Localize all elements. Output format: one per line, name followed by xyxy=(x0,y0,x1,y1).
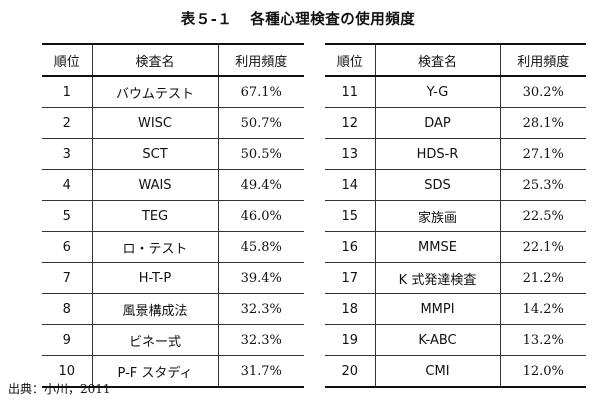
frequency-cell: 13.2% xyxy=(522,332,564,348)
frequency-cell: 22.1% xyxy=(522,239,564,255)
table-row: 18 MMPI 14.2% xyxy=(325,293,586,325)
test-name-cell: バウムテスト xyxy=(92,76,219,108)
rank-cell: 17 xyxy=(325,262,376,294)
rank-cell: 6 xyxy=(42,231,93,263)
test-name-cell: 風景構成法 xyxy=(92,293,219,325)
table-caption: 各種心理検査の使用頻度 xyxy=(250,12,416,28)
table-row: 10 P-F スタディ 31.7% xyxy=(42,355,304,387)
test-name-cell: TEG xyxy=(92,200,219,232)
frequency-cell: 28.1% xyxy=(522,115,564,131)
table-title: 表５-１ 各種心理検査の使用頻度 xyxy=(0,8,596,29)
test-name-cell: SDS xyxy=(375,169,501,201)
rank-cell: 10 xyxy=(42,355,93,387)
right-table: 順位 検査名 利用頻度 11 Y-G 30.2% 12 DAP 28.1% 13 HDS-R 2… xyxy=(325,43,586,388)
table-row: 17 K 式発達検査 21.2% xyxy=(325,262,586,294)
test-name-cell: K 式発達検査 xyxy=(375,262,501,294)
rank-cell: 19 xyxy=(325,324,376,356)
test-name-cell: 家族画 xyxy=(375,200,501,232)
rank-cell: 11 xyxy=(325,76,376,108)
header-freq: 利用頻度 xyxy=(235,54,288,70)
table-row: 4 WAIS 49.4% xyxy=(42,169,304,201)
frequency-cell: 14.2% xyxy=(522,301,564,317)
frequency-cell: 25.3% xyxy=(522,177,564,193)
table-row: 12 DAP 28.1% xyxy=(325,107,586,139)
header-row: 順位 検査名 利用頻度 xyxy=(42,44,304,76)
left-table: 順位 検査名 利用頻度 1 バウムテスト 67.1% 2 WISC 50.7% 3 SCT 50… xyxy=(42,43,304,388)
rank-cell: 8 xyxy=(42,293,93,325)
table-row: 2 WISC 50.7% xyxy=(42,107,304,139)
frequency-cell: 45.8% xyxy=(240,239,282,255)
test-name-cell: H-T-P xyxy=(92,262,219,294)
table-row: 3 SCT 50.5% xyxy=(42,138,304,170)
frequency-cell: 39.4% xyxy=(240,270,282,286)
frequency-cell: 30.2% xyxy=(522,84,564,100)
rank-cell: 20 xyxy=(325,355,376,387)
rank-cell: 3 xyxy=(42,138,93,170)
test-name-cell: P-F スタディ xyxy=(92,355,219,387)
frequency-cell: 50.7% xyxy=(240,115,282,131)
rank-cell: 7 xyxy=(42,262,93,294)
test-name-cell: SCT xyxy=(92,138,219,170)
test-name-cell: MMSE xyxy=(375,231,501,263)
test-name-cell: ロ・テスト xyxy=(92,231,219,263)
frequency-cell: 21.2% xyxy=(522,270,564,286)
frequency-cell: 12.0% xyxy=(522,363,564,379)
rank-cell: 9 xyxy=(42,324,93,356)
test-name-cell: DAP xyxy=(375,107,501,139)
frequency-cell: 22.5% xyxy=(522,208,564,224)
table-row: 6 ロ・テスト 45.8% xyxy=(42,231,304,263)
rank-cell: 16 xyxy=(325,231,376,263)
rank-cell: 4 xyxy=(42,169,93,201)
rank-cell: 13 xyxy=(325,138,376,170)
frequency-cell: 32.3% xyxy=(240,332,282,348)
table-row: 16 MMSE 22.1% xyxy=(325,231,586,263)
test-name-cell: WAIS xyxy=(92,169,219,201)
frequency-cell: 50.5% xyxy=(240,146,282,162)
test-name-cell: CMI xyxy=(375,355,501,387)
header-freq: 利用頻度 xyxy=(517,54,570,70)
frequency-cell: 49.4% xyxy=(240,177,282,193)
header-rank: 順位 xyxy=(42,44,93,76)
frequency-cell: 32.3% xyxy=(240,301,282,317)
rank-cell: 12 xyxy=(325,107,376,139)
frequency-cell: 46.0% xyxy=(240,208,282,224)
rank-cell: 18 xyxy=(325,293,376,325)
test-name-cell: Y-G xyxy=(375,76,501,108)
test-name-cell: WISC xyxy=(92,107,219,139)
test-name-cell: K-ABC xyxy=(375,324,501,356)
header-name: 検査名 xyxy=(375,44,501,76)
header-name: 検査名 xyxy=(92,44,219,76)
table-number: 表５-１ xyxy=(180,12,233,28)
table-row: 9 ビネー式 32.3% xyxy=(42,324,304,356)
table-row: 11 Y-G 30.2% xyxy=(325,76,586,108)
table-row: 13 HDS-R 27.1% xyxy=(325,138,586,170)
header-rank: 順位 xyxy=(325,44,376,76)
table-row: 14 SDS 25.3% xyxy=(325,169,586,201)
table-row: 20 CMI 12.0% xyxy=(325,355,586,387)
table-row: 15 家族画 22.5% xyxy=(325,200,586,232)
test-name-cell: MMPI xyxy=(375,293,501,325)
table-row: 7 H-T-P 39.4% xyxy=(42,262,304,294)
table-row: 19 K-ABC 13.2% xyxy=(325,324,586,356)
rank-cell: 2 xyxy=(42,107,93,139)
source-note: 出典：小川，2011 xyxy=(8,382,111,396)
frequency-cell: 31.7% xyxy=(240,363,282,379)
table-row: 5 TEG 46.0% xyxy=(42,200,304,232)
rank-cell: 15 xyxy=(325,200,376,232)
table-row: 1 バウムテスト 67.1% xyxy=(42,76,304,108)
test-name-cell: ビネー式 xyxy=(92,324,219,356)
test-name-cell: HDS-R xyxy=(375,138,501,170)
table-row: 8 風景構成法 32.3% xyxy=(42,293,304,325)
header-row: 順位 検査名 利用頻度 xyxy=(325,44,586,76)
rank-cell: 1 xyxy=(42,76,93,108)
frequency-cell: 67.1% xyxy=(240,84,282,100)
rank-cell: 14 xyxy=(325,169,376,201)
rank-cell: 5 xyxy=(42,200,93,232)
frequency-cell: 27.1% xyxy=(522,146,564,162)
